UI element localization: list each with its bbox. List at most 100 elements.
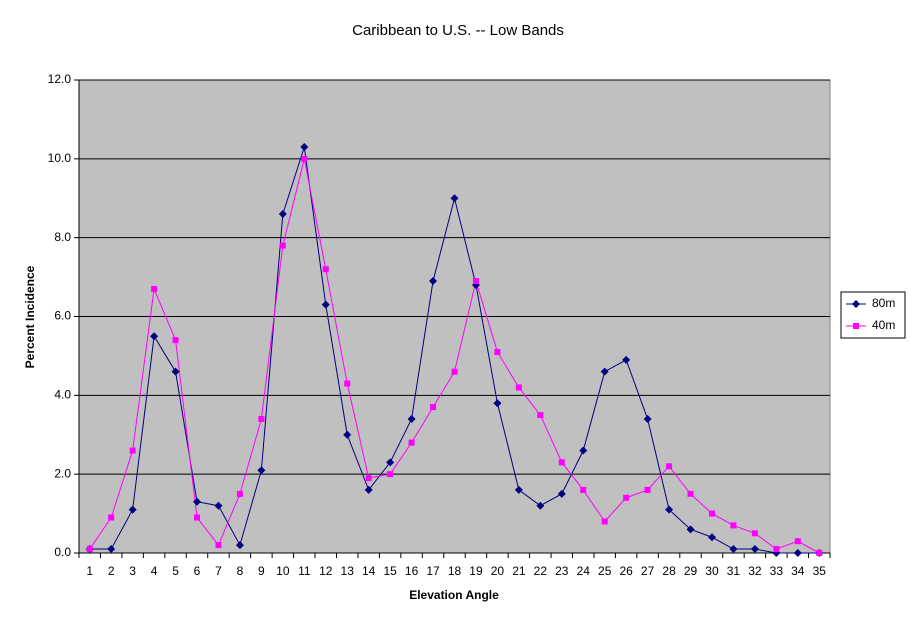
x-tick-label: 26 <box>619 564 633 578</box>
point <box>601 518 608 525</box>
point <box>257 466 266 475</box>
point <box>450 194 459 203</box>
x-tick-label: 21 <box>512 564 526 578</box>
series-markers <box>85 143 824 557</box>
x-tick-label: 15 <box>383 564 397 578</box>
point <box>364 485 373 494</box>
x-tick-label: 16 <box>405 564 419 578</box>
point <box>794 538 801 545</box>
x-tick-label: 24 <box>577 564 591 578</box>
point <box>643 414 652 423</box>
point <box>665 505 674 514</box>
point <box>172 337 179 344</box>
point <box>557 489 566 498</box>
point <box>407 414 416 423</box>
legend-label: 80m <box>872 296 895 310</box>
point <box>600 367 609 376</box>
point <box>852 300 860 308</box>
x-tick-label: 1 <box>86 564 93 578</box>
point <box>558 459 565 466</box>
point <box>194 514 201 521</box>
point <box>386 458 395 467</box>
point <box>666 463 673 470</box>
point <box>300 143 309 152</box>
legend-label: 40m <box>872 318 895 332</box>
point <box>537 412 544 419</box>
point <box>730 522 737 529</box>
y-tick-label: 4.0 <box>54 388 71 402</box>
chart-title: Caribbean to U.S. -- Low Bands <box>352 22 564 39</box>
point <box>430 404 437 411</box>
point <box>365 475 372 482</box>
point <box>623 494 630 501</box>
point <box>816 550 823 556</box>
point <box>387 471 394 478</box>
point <box>108 514 115 521</box>
point <box>193 497 202 506</box>
x-tick-label: 7 <box>215 564 222 578</box>
point <box>321 300 330 309</box>
legend-box <box>840 291 906 339</box>
x-tick-label: 3 <box>129 564 136 578</box>
point <box>235 541 244 550</box>
point <box>215 542 222 549</box>
y-tick-label: 6.0 <box>54 309 71 323</box>
point <box>622 355 631 364</box>
x-tick-label: 14 <box>362 564 376 578</box>
x-tick-label: 19 <box>469 564 483 578</box>
point <box>86 546 93 553</box>
x-tick-label: 5 <box>172 564 179 578</box>
point <box>129 447 136 454</box>
point <box>793 549 802 557</box>
x-tick-label: 23 <box>555 564 569 578</box>
point <box>536 501 545 510</box>
point <box>258 415 265 422</box>
y-tick-label: 12.0 <box>48 72 72 86</box>
point <box>236 490 243 497</box>
x-tick-label: 30 <box>705 564 719 578</box>
x-tick-label: 17 <box>426 564 440 578</box>
point <box>729 545 738 554</box>
x-tick-label: 4 <box>151 564 158 578</box>
x-axis-title: Elevation Angle <box>409 588 499 602</box>
point <box>687 490 694 497</box>
point <box>686 525 695 534</box>
y-tick-label: 10.0 <box>48 151 72 165</box>
point <box>451 368 458 375</box>
x-tick-label: 11 <box>298 564 311 578</box>
x-tick-label: 9 <box>258 564 265 578</box>
point <box>278 210 287 219</box>
x-tick-label: 27 <box>641 564 655 578</box>
point <box>751 530 758 537</box>
series-markers <box>86 155 823 556</box>
x-tick-label: 12 <box>319 564 333 578</box>
point <box>107 545 116 554</box>
x-tick-label: 6 <box>194 564 201 578</box>
x-tick-label: 25 <box>598 564 612 578</box>
point <box>773 546 780 553</box>
point <box>344 380 351 387</box>
point <box>580 486 587 493</box>
point <box>151 285 158 292</box>
x-tick-label: 20 <box>491 564 505 578</box>
point <box>707 533 716 542</box>
x-tick-label: 33 <box>770 564 784 578</box>
x-tick-label: 18 <box>448 564 462 578</box>
x-tick-label: 22 <box>534 564 548 578</box>
point <box>322 266 329 273</box>
x-tick-label: 32 <box>748 564 762 578</box>
y-tick-label: 0.0 <box>54 545 71 559</box>
point <box>750 545 759 554</box>
x-tick-label: 29 <box>684 564 698 578</box>
x-tick-label: 2 <box>108 564 115 578</box>
x-tick-label: 34 <box>791 564 805 578</box>
point <box>150 332 159 341</box>
point <box>472 278 479 285</box>
x-tick-label: 10 <box>276 564 290 578</box>
point <box>515 384 522 391</box>
point <box>493 399 502 408</box>
point <box>579 446 588 455</box>
point <box>494 348 501 355</box>
